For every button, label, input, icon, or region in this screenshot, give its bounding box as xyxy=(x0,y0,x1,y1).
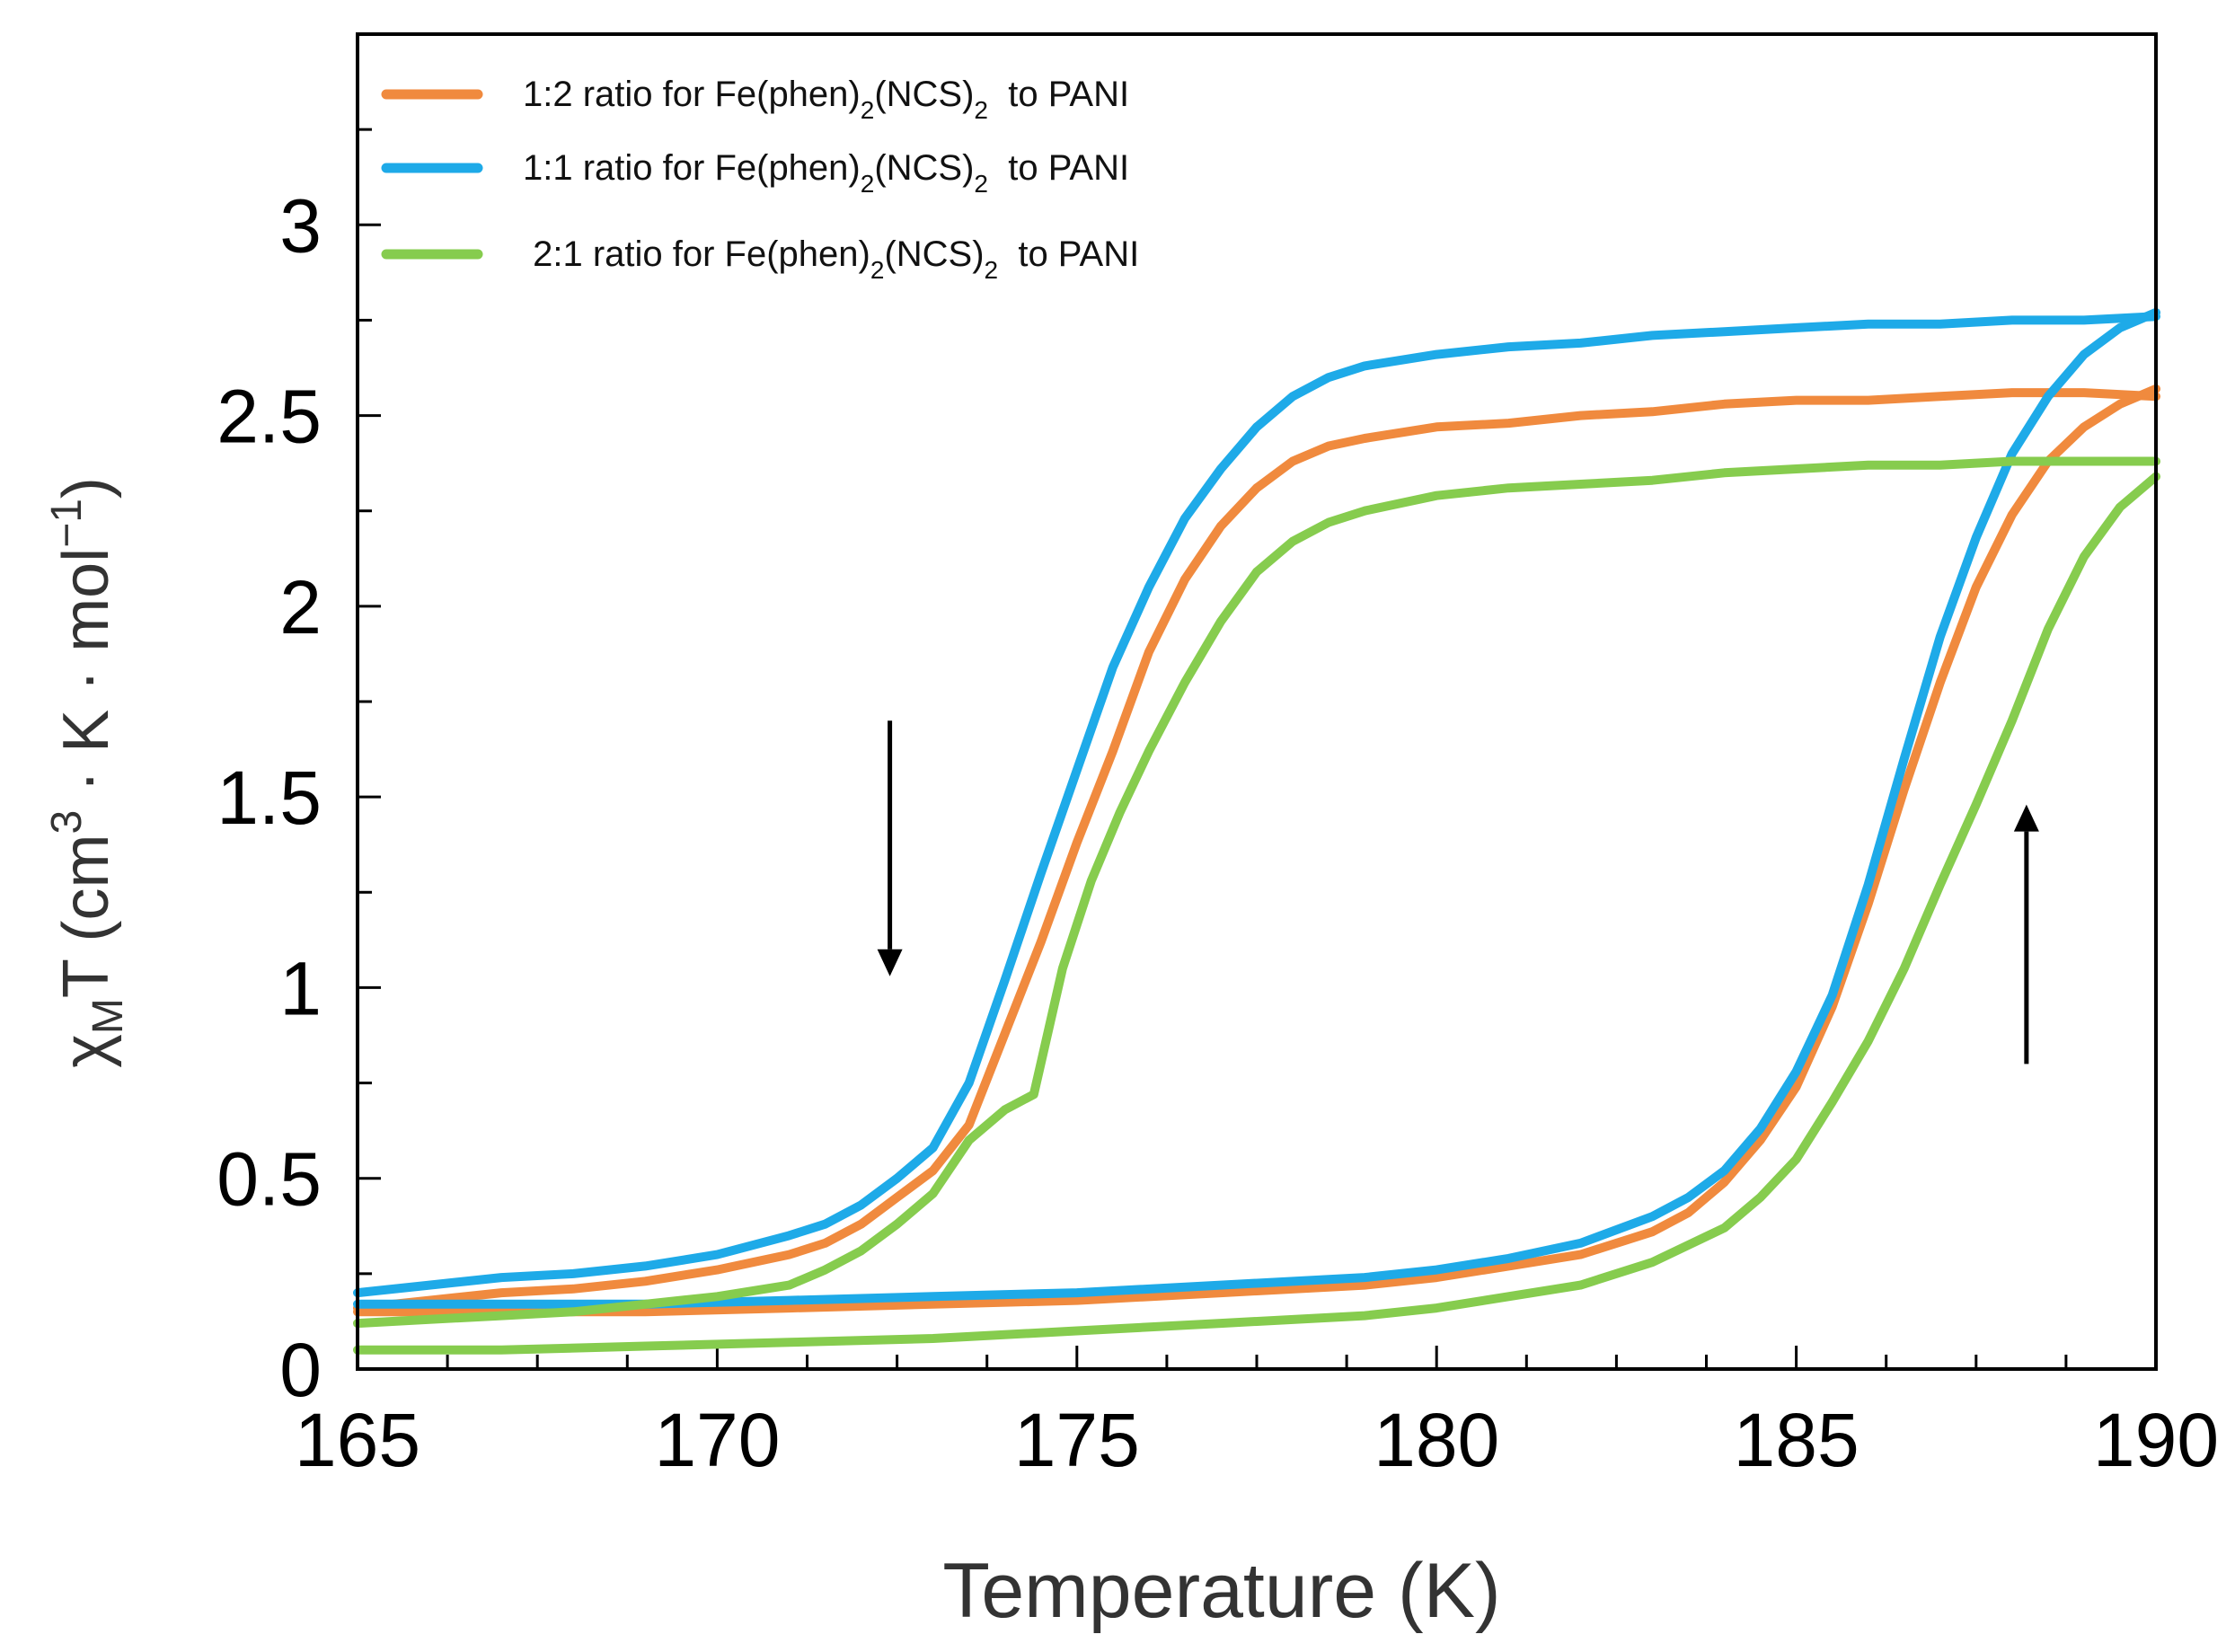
series-line-2-heating xyxy=(353,307,2160,1309)
y-tick-label: 2 xyxy=(279,565,322,649)
legend-entry-1-2: 1:2 ratio for Fe(phen)2(NCS)2 to PANI xyxy=(381,75,1129,124)
legend: 1:2 ratio for Fe(phen)2(NCS)2 to PANI 1:… xyxy=(381,75,1139,284)
plot-series xyxy=(353,307,2160,1355)
x-axis-title: Temperature (K) xyxy=(942,1548,1500,1634)
y-tick-label: 1.5 xyxy=(216,755,322,840)
y-axis-title-close: ) xyxy=(50,477,122,499)
y-tick-label: 0.5 xyxy=(216,1137,322,1222)
y-axis-title-rest: T (cm xyxy=(50,835,122,999)
x-tick-label: 175 xyxy=(1014,1398,1140,1482)
series-line-1-cooling xyxy=(353,388,2160,1313)
annotations xyxy=(877,720,2039,1065)
y-axis-title-chi-sub: M xyxy=(84,998,132,1034)
arrow-down-head xyxy=(877,949,903,976)
series-line-1-heating xyxy=(353,384,2160,1317)
y-tick-label: 3 xyxy=(279,183,322,268)
legend-label: 2:1 ratio for Fe(phen)2(NCS)2 to PANI xyxy=(523,234,1139,284)
x-tick-label: 190 xyxy=(2093,1398,2219,1482)
series-line-3-cooling xyxy=(353,456,2160,1329)
series-line-3-heating xyxy=(353,472,2160,1355)
x-tick-label: 165 xyxy=(295,1398,420,1482)
x-tick-label: 170 xyxy=(654,1398,780,1482)
y-tick-label: 0 xyxy=(279,1328,322,1412)
x-tick-label: 180 xyxy=(1374,1398,1499,1482)
y-axis-title-sup3: 3 xyxy=(43,810,91,835)
y-axis-title: χMT (cm3 · K · mol−1) xyxy=(43,477,132,1068)
y-tick-label: 2.5 xyxy=(216,375,322,459)
y-tick-label: 1 xyxy=(279,946,322,1030)
x-tick-label: 185 xyxy=(1734,1398,1860,1482)
y-axis-title-sup-neg: −1 xyxy=(43,499,91,548)
plot-frame xyxy=(356,32,2158,1371)
legend-entry-2-1: 2:1 ratio for Fe(phen)2(NCS)2 to PANI xyxy=(381,234,1139,284)
y-axis-title-units: · K · mol xyxy=(50,548,122,810)
series-line-2-cooling xyxy=(353,312,2160,1298)
legend-entry-1-1: 1:1 ratio for Fe(phen)2(NCS)2 to PANI xyxy=(381,148,1129,198)
arrow-up-head xyxy=(2013,804,2039,832)
legend-label: 1:1 ratio for Fe(phen)2(NCS)2 to PANI xyxy=(523,148,1129,198)
tick-labels: 165 170 175 180 185 190 0 0.5 1 1.5 2 2.5 3 xyxy=(216,183,2219,1482)
legend-label: 1:2 ratio for Fe(phen)2(NCS)2 to PANI xyxy=(523,75,1129,124)
y-axis-title-chi: χ xyxy=(50,1034,122,1068)
